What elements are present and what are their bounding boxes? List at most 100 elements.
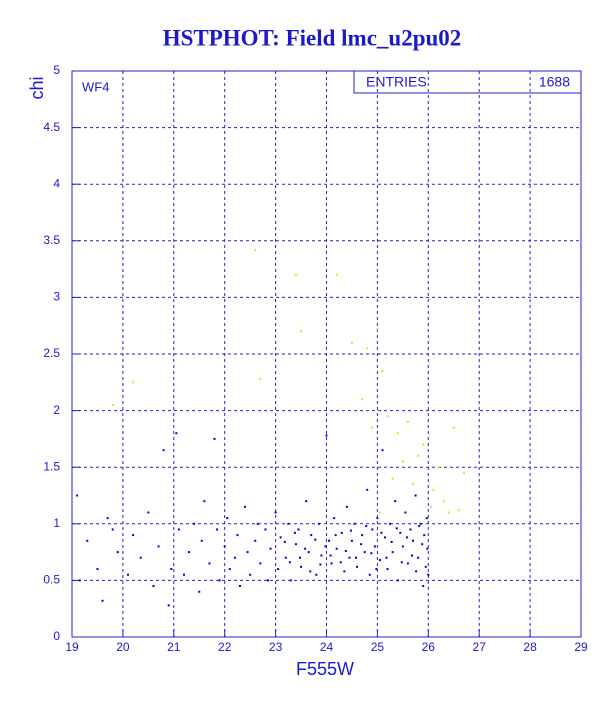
point bbox=[360, 543, 363, 546]
x-tick-label: 22 bbox=[218, 640, 232, 654]
point bbox=[293, 531, 296, 534]
point bbox=[419, 522, 422, 525]
point bbox=[157, 545, 160, 548]
x-tick-label: 25 bbox=[371, 640, 385, 654]
point bbox=[288, 561, 291, 564]
point bbox=[244, 505, 247, 508]
point bbox=[335, 273, 338, 276]
point bbox=[452, 426, 455, 429]
point bbox=[249, 573, 252, 576]
point bbox=[216, 528, 219, 531]
point bbox=[289, 579, 292, 582]
point bbox=[365, 525, 368, 528]
point bbox=[329, 554, 332, 557]
point bbox=[412, 539, 415, 542]
point bbox=[228, 568, 231, 571]
stats-value: 1688 bbox=[539, 74, 570, 90]
point bbox=[300, 565, 303, 568]
point bbox=[76, 494, 79, 497]
x-tick-label: 19 bbox=[65, 640, 79, 654]
point bbox=[223, 545, 226, 548]
point bbox=[395, 527, 398, 530]
point bbox=[349, 529, 352, 532]
point bbox=[266, 579, 269, 582]
point bbox=[404, 511, 407, 514]
y-tick-label: 0 bbox=[53, 629, 60, 643]
point bbox=[305, 500, 308, 503]
point bbox=[246, 551, 249, 554]
point bbox=[401, 460, 404, 463]
point bbox=[339, 561, 342, 564]
point bbox=[421, 543, 424, 546]
point bbox=[406, 420, 409, 423]
point bbox=[167, 604, 170, 607]
point bbox=[380, 531, 383, 534]
point bbox=[378, 511, 381, 514]
point bbox=[462, 471, 465, 474]
point bbox=[264, 528, 267, 531]
point bbox=[373, 545, 376, 548]
point bbox=[147, 511, 150, 514]
point bbox=[391, 551, 394, 554]
point bbox=[126, 573, 129, 576]
point bbox=[411, 554, 414, 557]
point bbox=[106, 517, 109, 520]
point bbox=[343, 570, 346, 573]
point bbox=[376, 517, 379, 520]
point bbox=[353, 522, 356, 525]
point bbox=[203, 500, 206, 503]
point bbox=[345, 505, 348, 508]
y-axis-label: chi bbox=[27, 76, 47, 99]
point bbox=[233, 556, 236, 559]
point bbox=[188, 551, 191, 554]
x-tick-label: 28 bbox=[523, 640, 537, 654]
point bbox=[425, 517, 428, 520]
point bbox=[415, 570, 418, 573]
point bbox=[414, 494, 417, 497]
point bbox=[371, 426, 374, 429]
point bbox=[426, 547, 429, 550]
point bbox=[340, 531, 343, 534]
point bbox=[356, 565, 359, 568]
x-tick-label: 27 bbox=[473, 640, 487, 654]
point bbox=[424, 565, 427, 568]
point bbox=[200, 539, 203, 542]
point bbox=[409, 528, 412, 531]
point bbox=[269, 547, 272, 550]
point bbox=[177, 528, 180, 531]
x-tick-label: 26 bbox=[422, 640, 436, 654]
y-tick-label: 4.5 bbox=[43, 120, 60, 134]
point bbox=[111, 403, 114, 406]
point bbox=[101, 599, 104, 602]
y-tick-label: 0.5 bbox=[43, 573, 60, 587]
point bbox=[375, 568, 378, 571]
point bbox=[198, 590, 201, 593]
point bbox=[218, 579, 221, 582]
point bbox=[170, 568, 173, 571]
point bbox=[226, 517, 229, 520]
point bbox=[96, 568, 99, 571]
point bbox=[320, 554, 323, 557]
point bbox=[236, 534, 239, 537]
point bbox=[350, 341, 353, 344]
point bbox=[381, 449, 384, 452]
point bbox=[385, 556, 388, 559]
point bbox=[319, 563, 322, 566]
point bbox=[294, 273, 297, 276]
point bbox=[399, 531, 402, 534]
point bbox=[254, 248, 257, 251]
point bbox=[152, 585, 155, 588]
x-axis-label: F555W bbox=[296, 659, 354, 679]
point bbox=[162, 449, 165, 452]
point bbox=[396, 579, 399, 582]
point bbox=[376, 328, 379, 331]
point bbox=[86, 539, 89, 542]
point bbox=[335, 547, 338, 550]
point bbox=[423, 534, 426, 537]
point bbox=[317, 522, 320, 525]
x-tick-label: 23 bbox=[269, 640, 283, 654]
x-tick-label: 29 bbox=[574, 640, 588, 654]
y-tick-label: 2 bbox=[53, 403, 60, 417]
point bbox=[386, 415, 389, 418]
